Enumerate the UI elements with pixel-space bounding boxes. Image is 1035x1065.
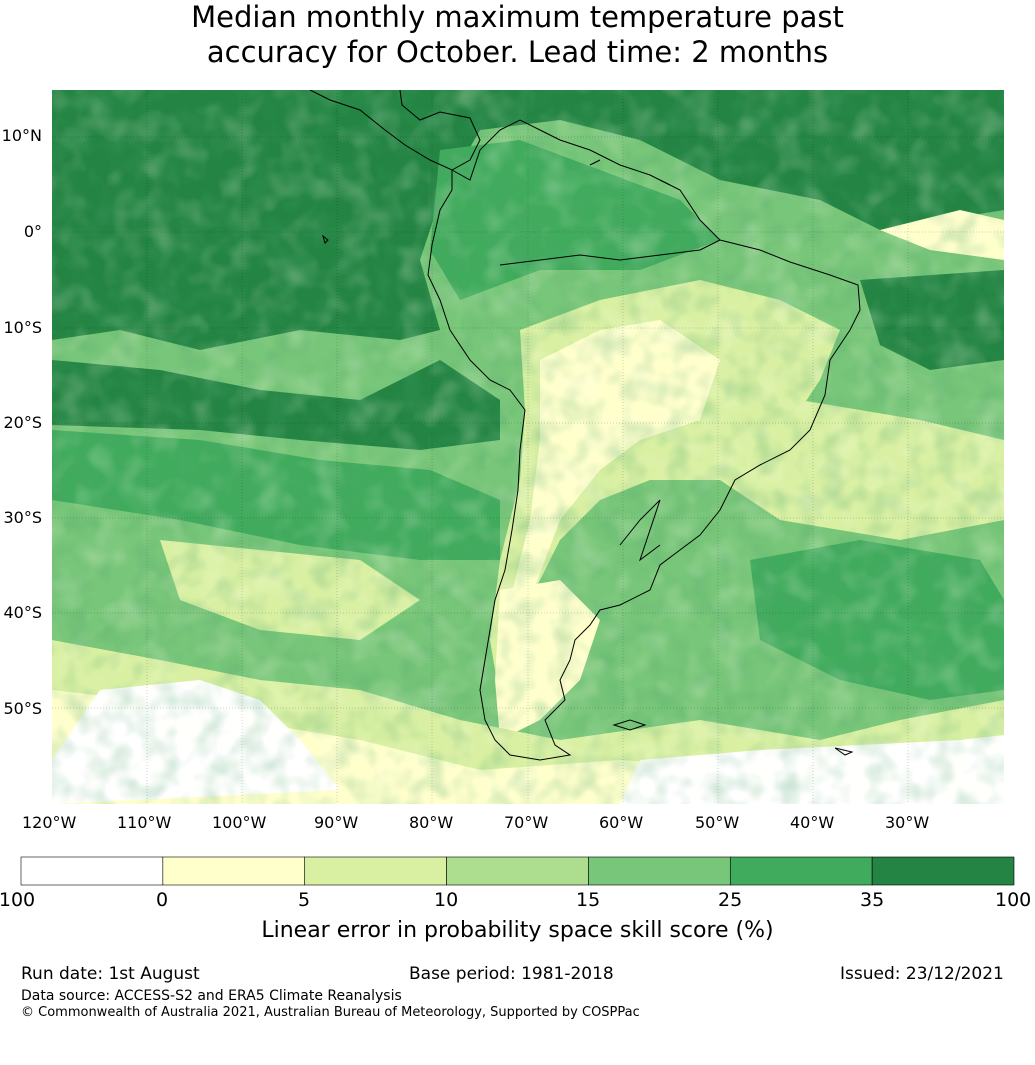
run-date: Run date: 1st August [21,964,200,984]
colorbar-segment-0 [20,856,164,886]
colorbar-tick-25: 25 [718,889,743,911]
lat-label-0: 0° [23,222,42,241]
colorbar-segment-5 [729,856,873,886]
colorbar [20,856,1015,886]
colorbar-tick-minus-100: -100 [0,889,36,911]
copyright: © Commonwealth of Australia 2021, Austra… [21,1005,640,1020]
colorbar-segment-1 [162,856,306,886]
lat-label-30s: 30°S [3,508,42,527]
issued-date: Issued: 23/12/2021 [840,964,1004,984]
colorbar-tick-5: 5 [298,889,311,911]
colorbar-segment-2 [304,856,447,886]
coastline-south-america [427,119,861,761]
map-area [52,90,1004,804]
title-line-1: Median monthly maximum temperature past [191,0,844,34]
map-title: Median monthly maximum temperature past … [0,0,1035,70]
coastlines [309,90,861,761]
lon-label-60w: 60°W [599,813,644,832]
colorbar-label: Linear error in probability space skill … [261,918,774,943]
lon-label-80w: 80°W [409,813,454,832]
lat-label-20s: 20°S [3,413,42,432]
colorbar-tick-15: 15 [576,889,601,911]
colorbar-tick-0: 0 [156,889,169,911]
coastline-central-america [309,90,481,171]
coastline-south-georgia [834,747,854,756]
map-gridlines [52,90,1004,804]
skill-texture-light [52,90,1004,804]
lon-label-30w: 30°W [885,813,930,832]
coastline-rio-de-la-plata [619,499,661,562]
data-source: Data source: ACCESS-S2 and ERA5 Climate … [21,988,402,1004]
colorbar-tick-100: 100 [995,889,1032,911]
lon-label-70w: 70°W [504,813,549,832]
lat-label-50s: 50°S [3,699,42,718]
coastline-falklands [612,719,647,731]
colorbar-segment-6 [871,856,1015,886]
coastline-amazon-river [499,239,721,266]
base-period: Base period: 1981-2018 [409,964,614,984]
lon-label-90w: 90°W [314,813,359,832]
lon-label-110w: 110°W [117,813,172,832]
colorbar-tick-10: 10 [434,889,459,911]
lon-label-120w: 120°W [22,813,77,832]
lat-label-10n: 10°N [1,126,42,145]
lon-label-40w: 40°W [790,813,835,832]
colorbar-segment-3 [446,856,589,886]
coastline-galapagos [322,234,329,244]
colorbar-tick-35: 35 [860,889,885,911]
lon-label-100w: 100°W [212,813,267,832]
lon-label-50w: 50°W [695,813,740,832]
colorbar-segment-4 [588,856,731,886]
coastline-caribbean-islands [589,159,671,186]
title-line-2: accuracy for October. Lead time: 2 month… [206,35,829,69]
lat-label-10s: 10°S [3,318,42,337]
lat-label-40s: 40°S [3,603,42,622]
